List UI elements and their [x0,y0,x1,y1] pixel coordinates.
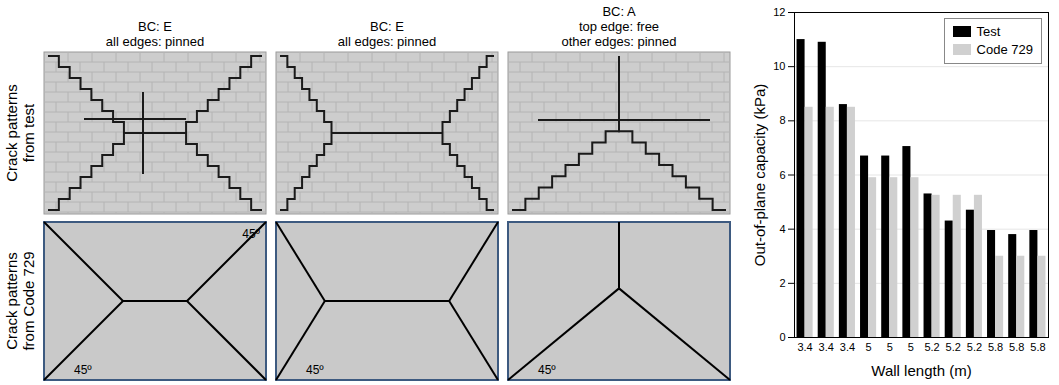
svg-text:5.2: 5.2 [924,341,939,353]
svg-text:3.4: 3.4 [797,341,812,353]
svg-text:5: 5 [866,341,872,353]
svg-text:5.8: 5.8 [1009,341,1024,353]
svg-text:5.8: 5.8 [988,341,1003,353]
svg-text:2: 2 [779,277,785,289]
svg-text:8: 8 [779,114,785,126]
svg-text:6: 6 [779,169,785,181]
svg-text:BC: A: BC: A [602,4,636,19]
svg-text:5.8: 5.8 [1030,341,1045,353]
svg-text:4: 4 [779,223,785,235]
svg-text:from test: from test [20,103,37,162]
svg-text:5.2: 5.2 [967,341,982,353]
svg-text:other edges: pinned: other edges: pinned [562,34,677,49]
svg-text:all edges: pinned: all edges: pinned [106,34,204,49]
svg-text:Crack patterns: Crack patterns [3,252,20,350]
svg-text:45º: 45º [306,363,324,377]
svg-text:5: 5 [887,341,893,353]
svg-text:all edges: pinned: all edges: pinned [338,34,436,49]
svg-text:5.2: 5.2 [946,341,961,353]
html-text:Code 729: Code 729 [976,42,1033,57]
svg-text:from Code 729: from Code 729 [20,251,37,350]
svg-text:top edge: free: top edge: free [579,19,659,34]
svg-text:Wall length (m): Wall length (m) [871,362,971,379]
svg-text:45º: 45º [538,363,556,377]
svg-text:Out-of-plane capacity (kPa): Out-of-plane capacity (kPa) [751,84,768,267]
svg-text:BC: E: BC: E [370,19,404,34]
svg-text:3.4: 3.4 [840,341,855,353]
svg-text:3.4: 3.4 [819,341,834,353]
svg-text:5: 5 [908,341,914,353]
svg-text:10: 10 [773,60,785,72]
svg-text:Crack patterns: Crack patterns [3,84,20,182]
svg-text:0: 0 [779,331,785,343]
svg-text:45º: 45º [74,363,92,377]
svg-text:BC: E: BC: E [138,19,172,34]
svg-text:12: 12 [773,6,785,18]
svg-text:45º: 45º [242,227,260,241]
html-text:Test: Test [976,24,1001,39]
